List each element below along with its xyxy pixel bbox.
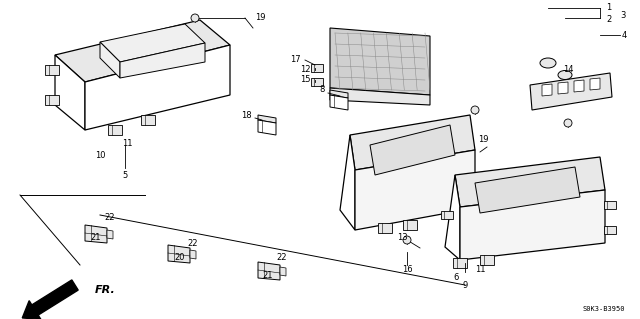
Polygon shape: [330, 95, 348, 110]
Polygon shape: [574, 80, 584, 92]
Text: 20: 20: [175, 254, 185, 263]
Polygon shape: [141, 115, 155, 125]
Circle shape: [471, 106, 479, 114]
Polygon shape: [441, 211, 453, 219]
Text: 19: 19: [477, 136, 488, 145]
Polygon shape: [355, 150, 475, 230]
Text: FR.: FR.: [95, 285, 116, 295]
Text: 1: 1: [606, 4, 611, 12]
Text: 16: 16: [402, 265, 412, 275]
Text: 21: 21: [263, 271, 273, 279]
Polygon shape: [100, 24, 205, 62]
Ellipse shape: [558, 70, 572, 79]
Polygon shape: [108, 125, 122, 135]
Polygon shape: [330, 90, 348, 98]
Polygon shape: [168, 245, 190, 263]
Polygon shape: [280, 267, 286, 276]
Polygon shape: [85, 45, 230, 130]
Polygon shape: [445, 175, 460, 260]
Text: 5: 5: [122, 170, 127, 180]
Polygon shape: [45, 95, 59, 105]
Polygon shape: [542, 84, 552, 96]
Polygon shape: [330, 28, 430, 95]
Text: 21: 21: [91, 234, 101, 242]
Polygon shape: [190, 250, 196, 259]
Polygon shape: [107, 230, 113, 239]
Polygon shape: [340, 135, 355, 230]
Polygon shape: [55, 55, 85, 130]
Polygon shape: [258, 115, 276, 123]
Polygon shape: [604, 201, 616, 209]
Polygon shape: [480, 255, 494, 265]
Text: 12: 12: [300, 65, 310, 75]
Text: 8: 8: [319, 85, 324, 93]
Text: 11: 11: [122, 138, 132, 147]
Polygon shape: [378, 223, 392, 233]
Circle shape: [191, 14, 199, 22]
Text: 10: 10: [95, 151, 105, 160]
Polygon shape: [403, 220, 417, 230]
Text: 17: 17: [290, 56, 300, 64]
Polygon shape: [258, 120, 276, 135]
Polygon shape: [460, 190, 605, 260]
Text: 9: 9: [462, 280, 468, 290]
Polygon shape: [475, 167, 580, 213]
Text: 2: 2: [606, 16, 611, 25]
Circle shape: [403, 236, 411, 244]
Text: 13: 13: [397, 233, 407, 241]
FancyArrow shape: [22, 280, 78, 319]
Text: 19: 19: [255, 12, 265, 21]
Polygon shape: [120, 43, 205, 78]
Ellipse shape: [540, 58, 556, 68]
Polygon shape: [530, 73, 612, 110]
Text: 11: 11: [475, 265, 485, 275]
Text: 15: 15: [300, 76, 310, 85]
Polygon shape: [558, 82, 568, 94]
Text: 22: 22: [188, 239, 198, 248]
Polygon shape: [350, 115, 475, 170]
Text: S0K3-B3950: S0K3-B3950: [582, 306, 625, 312]
Polygon shape: [311, 78, 323, 86]
Text: 22: 22: [276, 254, 287, 263]
Polygon shape: [453, 258, 467, 268]
Text: 6: 6: [453, 273, 459, 283]
Polygon shape: [455, 157, 605, 207]
Text: 3: 3: [620, 11, 625, 19]
Circle shape: [564, 119, 572, 127]
Polygon shape: [604, 226, 616, 234]
Polygon shape: [370, 125, 455, 175]
Text: 18: 18: [241, 110, 252, 120]
Polygon shape: [45, 65, 59, 75]
Text: 22: 22: [105, 213, 115, 222]
Polygon shape: [311, 64, 323, 72]
Polygon shape: [100, 42, 120, 78]
Polygon shape: [330, 88, 430, 105]
Text: 14: 14: [563, 65, 573, 75]
Text: 4: 4: [622, 31, 627, 40]
Polygon shape: [258, 262, 280, 280]
Polygon shape: [590, 78, 600, 90]
Polygon shape: [85, 225, 107, 243]
Polygon shape: [55, 20, 230, 82]
